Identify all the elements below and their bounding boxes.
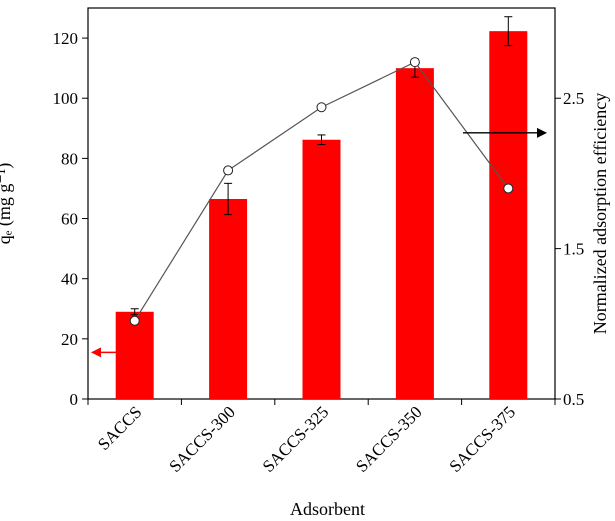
left-axis-arrow-head (91, 347, 101, 358)
bar-saccs-350 (395, 68, 434, 400)
y-axis-title: qₑ (mg g⁻¹) (0, 163, 15, 245)
y2-tick-label-1.5: 1.5 (563, 240, 584, 259)
x-axis-title: Adsorbent (290, 499, 365, 519)
efficiency-point-4 (503, 183, 514, 194)
x-tick-label-0: SACCS (94, 402, 146, 454)
y-tick-label-120: 120 (53, 29, 79, 48)
bar-saccs (115, 311, 154, 399)
y-tick-label-60: 60 (61, 210, 78, 229)
bar-saccs-300 (209, 198, 248, 399)
y-tick-label-80: 80 (61, 149, 78, 168)
efficiency-point-1 (223, 165, 234, 176)
x-tick-label-4: SACCS-375 (446, 402, 520, 476)
efficiency-point-3 (409, 57, 420, 68)
x-tick-label-1: SACCS-300 (165, 402, 239, 476)
y2-tick-label-2.5: 2.5 (563, 89, 584, 108)
bar-saccs-375 (489, 31, 528, 399)
y-tick-label-20: 20 (61, 330, 78, 349)
bar-saccs-325 (302, 139, 341, 399)
y-tick-label-40: 40 (61, 270, 78, 289)
y-tick-label-0: 0 (70, 390, 79, 409)
y-tick-label-100: 100 (53, 89, 79, 108)
efficiency-line-group (129, 57, 514, 326)
bars-group (115, 31, 528, 400)
y2-axis-title: Normalized adsorption efficiency (590, 93, 610, 335)
y2-tick-label-0.5: 0.5 (563, 390, 584, 409)
x-tick-label-3: SACCS-350 (352, 402, 426, 476)
arrows-group (91, 127, 547, 358)
efficiency-point-0 (129, 315, 140, 326)
efficiency-point-2 (316, 102, 327, 113)
x-tick-label-2: SACCS-325 (259, 402, 333, 476)
right-axis-arrow-head (537, 127, 547, 138)
